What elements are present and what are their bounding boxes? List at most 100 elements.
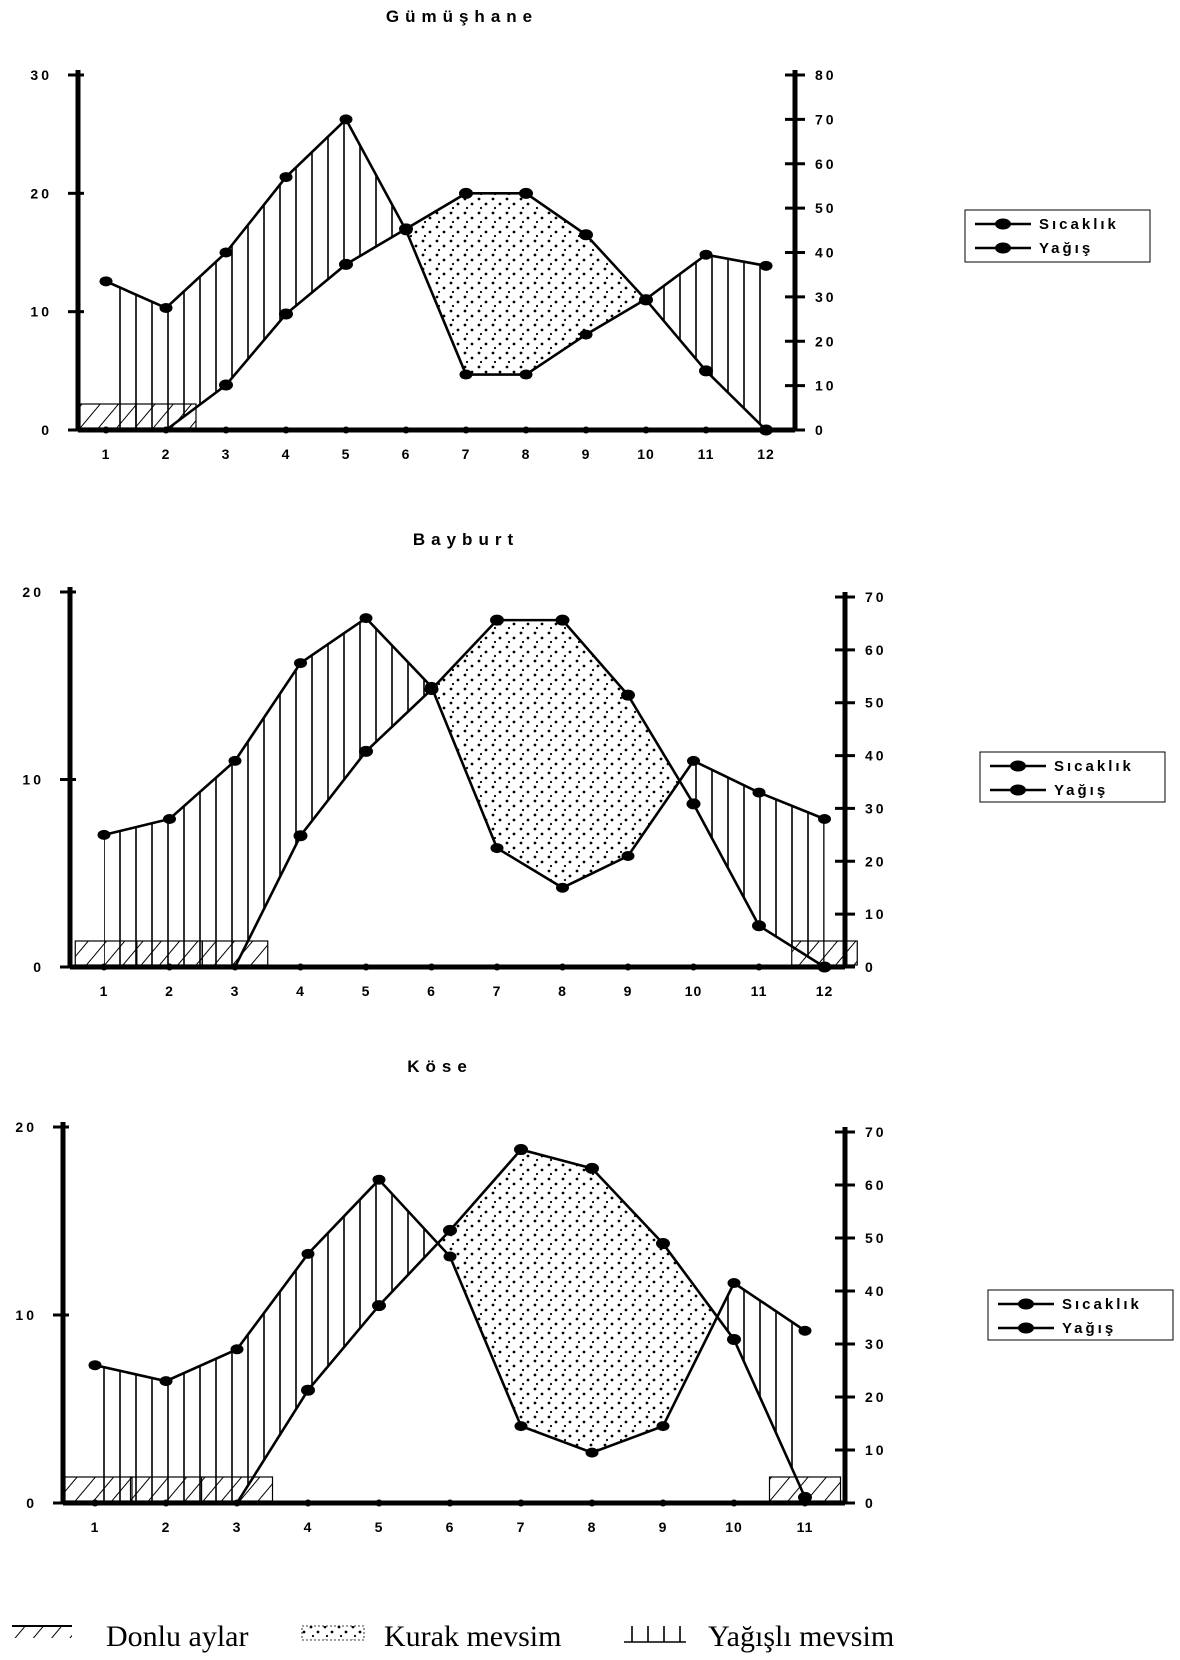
x-tick-label: 8	[588, 1519, 597, 1535]
wet-season-area	[308, 1179, 379, 1391]
wet-season-area	[95, 1365, 166, 1503]
left-tick-label: 20	[22, 584, 44, 600]
legend-frame	[964, 209, 1151, 263]
precipitation-point	[399, 225, 413, 236]
legend-label: Yağış	[1062, 1320, 1116, 1337]
wet-season-area	[300, 618, 366, 836]
precipitation-point	[459, 369, 473, 380]
x-tick-label: 5	[342, 446, 351, 462]
x-tick	[659, 1499, 667, 1507]
precipitation-point	[759, 260, 773, 271]
frost-month-bar	[129, 1476, 203, 1502]
precipitation-point	[372, 1174, 386, 1185]
x-tick	[462, 426, 470, 434]
dry-season-area	[432, 620, 497, 849]
dry-season-area	[521, 1149, 592, 1453]
chart-title: Köse	[407, 1057, 473, 1076]
wet-season-area	[166, 1349, 237, 1503]
wet-season-area	[286, 119, 346, 315]
temperature-point	[519, 187, 533, 199]
wet-season-area	[226, 177, 286, 386]
wet-season-area	[693, 760, 759, 926]
temperature-point	[656, 1238, 670, 1250]
precipitation-line	[105, 117, 767, 376]
precipitation-point	[228, 755, 242, 766]
temperature-point	[443, 1224, 457, 1236]
temperature-point	[555, 614, 570, 626]
precipitation-point	[699, 249, 713, 260]
dry-season-area	[663, 1243, 718, 1427]
precipitation-point	[359, 613, 373, 624]
temperature-line	[106, 192, 767, 432]
right-tick-label: 50	[815, 200, 837, 216]
right-tick-label: 0	[865, 959, 876, 975]
wet-season-area	[759, 792, 825, 967]
right-tick-label: 30	[815, 289, 837, 305]
precipitation-point	[656, 1421, 670, 1432]
legend-label: Sıcaklık	[1054, 758, 1134, 775]
dry-season-area	[450, 1149, 521, 1427]
frost-month-bar	[135, 403, 197, 429]
precipitation-point	[301, 1248, 315, 1259]
legend-frame	[987, 1289, 1174, 1341]
precipitation-point	[339, 114, 353, 125]
x-tick	[624, 963, 632, 971]
wet-season-area	[734, 1283, 805, 1498]
x-tick-label: 11	[698, 446, 715, 462]
precipitation-point	[97, 829, 111, 840]
right-tick-label: 20	[865, 1389, 887, 1405]
wet-season-area	[679, 760, 694, 804]
right-tick-label: 40	[865, 748, 887, 764]
x-tick	[342, 426, 350, 434]
right-tick-label: 20	[815, 333, 837, 349]
x-tick-label: 1	[91, 1519, 100, 1535]
wet-season-area	[169, 760, 235, 967]
legend-label: Sıcaklık	[1039, 216, 1119, 233]
precipitation-point	[294, 658, 307, 669]
dry-key-swatch	[301, 1625, 365, 1641]
frost-month-bar	[200, 1476, 274, 1502]
right-tick-label: 0	[865, 1495, 876, 1511]
legend-frame	[979, 751, 1166, 803]
left-tick-label: 0	[33, 959, 44, 975]
right-tick-label: 50	[865, 695, 887, 711]
temperature-point	[514, 1144, 528, 1156]
legend-label: Yağış	[1039, 240, 1093, 257]
x-tick-label: 6	[427, 983, 436, 999]
precipitation-point	[159, 302, 173, 313]
x-tick-label: 10	[725, 1519, 743, 1535]
frost-month-bar	[768, 1476, 842, 1502]
x-tick-label: 7	[493, 983, 502, 999]
right-tick-label: 30	[865, 1336, 887, 1352]
right-tick-label: 80	[815, 67, 837, 83]
temperature-point	[301, 1384, 315, 1396]
left-tick-label: 0	[26, 1495, 37, 1511]
frost-key-label: Donlu aylar	[106, 1620, 248, 1653]
temperature-point	[579, 229, 593, 241]
precipitation-point	[639, 294, 653, 305]
x-tick-label: 3	[233, 1519, 242, 1535]
wet-key-swatch	[624, 1626, 686, 1643]
wet-season-area	[237, 1253, 308, 1503]
x-tick-label: 7	[517, 1519, 526, 1535]
precipitation-point	[163, 814, 176, 824]
wet-season-area	[366, 618, 432, 752]
legend-swatch-marker	[995, 218, 1011, 230]
dry-key-label: Kurak mevsim	[384, 1620, 561, 1653]
right-tick-label: 10	[815, 378, 837, 394]
right-tick-label: 30	[865, 800, 887, 816]
chart-2: Köse 0 10 20 0 10 20 30 40 50 60 70 1 2 3 4 5 6 7 8 9 10 11 Sıc…	[15, 1057, 1174, 1535]
x-tick-label: 10	[637, 446, 655, 462]
precipitation-point	[818, 814, 831, 824]
precipitation-point	[425, 681, 438, 692]
x-tick-label: 12	[757, 446, 775, 462]
precipitation-point	[443, 1251, 457, 1262]
dry-season-area	[526, 193, 586, 375]
dry-season-area	[592, 1168, 663, 1453]
wet-season-area	[346, 119, 406, 265]
x-tick-label: 6	[446, 1519, 455, 1535]
dry-season-area	[586, 234, 646, 335]
wet-season-area	[646, 254, 706, 371]
x-tick-label: 4	[282, 446, 291, 462]
